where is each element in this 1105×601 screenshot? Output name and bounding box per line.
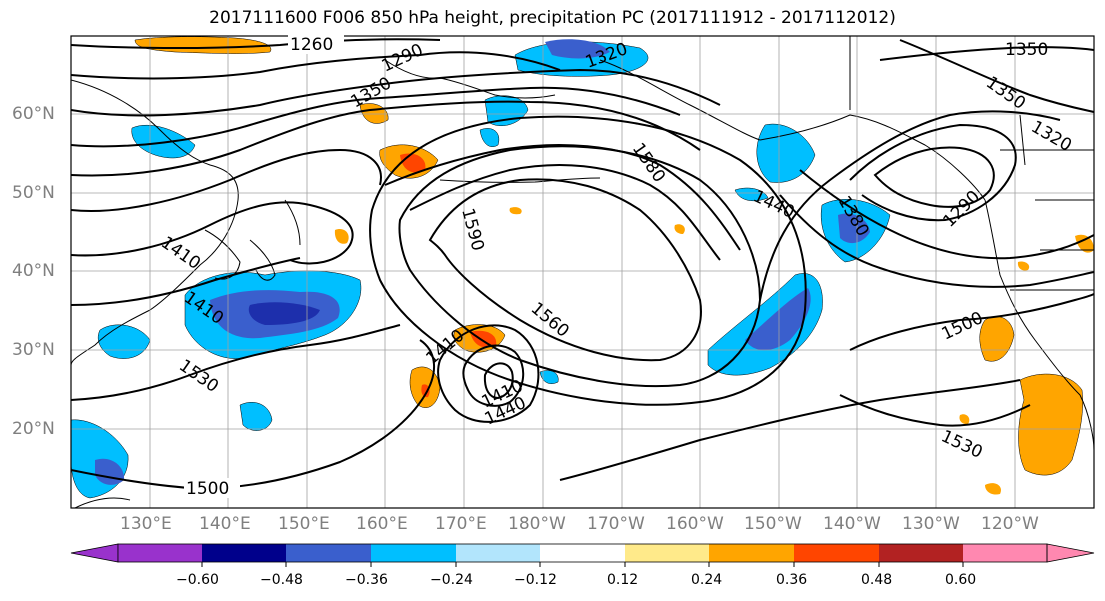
colorbar-tick-label: −0.48 [260,572,303,588]
contour-label: 1500 [186,479,229,499]
longitude-label: 160°W [666,514,724,534]
longitude-label: 140°E [199,514,251,534]
coastlines [71,36,1094,508]
colorbar-tick-label: 0.12 [607,572,639,588]
longitude-label: 150°E [278,514,330,534]
latitude-label: 30°N [12,340,55,360]
map-title: 2017111600 F006 850 hPa height, precipit… [209,8,896,28]
colorbar-tick-label: −0.24 [430,572,473,588]
colorbar-tick-label: −0.12 [514,572,557,588]
longitude-label: 170°W [587,514,645,534]
latitude-label: 20°N [12,419,55,439]
longitude-label: 130°E [120,514,172,534]
latitude-label: 40°N [12,261,55,281]
longitude-label: 130°W [902,514,960,534]
longitude-label: 160°E [356,514,408,534]
longitude-label: 140°W [823,514,881,534]
longitude-label: 120°W [981,514,1039,534]
colorbar [70,543,1095,567]
colorbar-tick-label: 0.48 [861,572,893,588]
colorbar-tick-label: 0.36 [776,572,808,588]
contour-label: 1350 [1005,40,1048,60]
colorbar-tick-label: −0.36 [345,572,388,588]
longitude-label: 150°W [744,514,802,534]
colorbar-tick-label: 0.60 [945,572,977,588]
longitude-label: 180°W [508,514,566,534]
height-contours [71,38,1094,490]
longitude-label: 170°E [435,514,487,534]
colorbar-tick-label: −0.60 [176,572,219,588]
latitude-label: 50°N [12,183,55,203]
latitude-label: 60°N [12,104,55,124]
colorbar-tick-label: 0.24 [691,572,723,588]
map-frame [70,35,1095,509]
contour-label: 1260 [290,35,333,55]
